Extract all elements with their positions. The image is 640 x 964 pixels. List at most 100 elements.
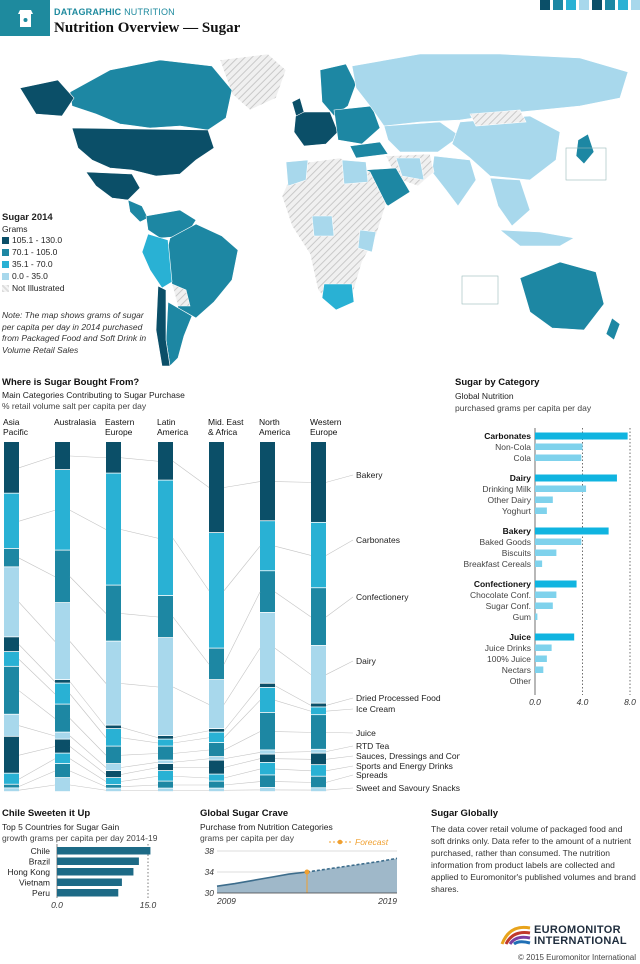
map-canada [69,59,233,131]
x-tick-label: 15.0 [140,900,157,910]
country-bar [57,847,151,855]
connector-line [120,761,159,768]
stack-segment [4,714,19,736]
stack-segment [311,588,326,646]
x-tick-label: 2019 [377,896,397,906]
connector-line [120,784,159,788]
category-row-label: Baked Goods [479,537,531,547]
connector-line [274,731,312,733]
stack-segment [106,764,121,771]
category-row-label: Chocolate Conf. [470,590,531,600]
category-row-label: Drinking Milk [482,484,531,494]
category-row-label: Yoghurt [502,506,532,516]
stack-segment [209,442,224,533]
region-label: Mid. East [208,417,244,427]
stack-segment [106,725,121,729]
legend-label: 70.1 - 105.0 [12,247,58,257]
map-egypt [341,159,369,185]
connector-line [325,539,354,556]
connector-line [223,481,261,488]
stack-segment [106,442,121,473]
stack-segment [209,788,224,792]
connector-line [223,700,261,738]
connector-line [120,737,159,744]
stack-segment [158,788,173,792]
legend-row: 35.1 - 70.0 [2,258,142,270]
map-australia [519,261,605,331]
connector-line [223,591,261,665]
stack-segment [209,648,224,680]
category-row-label: Non-Cola [495,442,531,452]
country-bar [57,868,134,876]
category-bar [535,474,617,482]
stack-segment [311,707,326,715]
stack-segment [4,567,19,637]
stack-segment [55,680,70,683]
where-unit: % retail volume salt per capita per day [2,401,147,411]
stack-segment [55,683,70,704]
stack-segment [260,442,275,521]
stack-segment [311,765,326,776]
stack-segment [55,470,70,550]
stack-segment [158,442,173,480]
map-nigeria [311,215,335,237]
crave-area-chart: 30 34 38 Forecast 2009 2019 [205,837,398,906]
category-row-label: Nectars [502,665,531,675]
logo-line2: INTERNATIONAL [534,935,627,947]
connector-line [18,770,56,787]
where-subtitle: Main Categories Contributing to Sugar Pu… [2,390,185,400]
stack-segment [311,442,326,522]
legend-swatch [2,236,9,244]
map-brazil [163,223,239,319]
stack-segment [158,764,173,771]
map-central-asia [383,121,461,153]
connector-line [172,461,210,488]
brand-label: DATAGRAPHIC NUTRITION [54,7,175,17]
connector-line [325,474,354,483]
connector-line [172,775,210,779]
connector-line [69,455,107,459]
connector-line [69,735,107,768]
connector-line [325,596,354,618]
map-mongolia [469,109,527,127]
region-label: Pacific [3,427,29,437]
legend-row: 105.1 - 130.0 [2,234,142,246]
stack-segment [4,784,19,788]
region-label: Australasia [54,417,96,427]
stack-segment [158,736,173,739]
country-label: Vietnam [19,878,50,888]
x-tick-label: 2009 [216,896,236,906]
connector-line [274,751,312,753]
map-russia [351,53,629,127]
category-row-label: Carbonates [484,431,531,441]
stack-segment [4,773,19,784]
connector-line [274,648,312,675]
category-label: RTD Tea [356,741,390,751]
map-china [451,115,561,181]
country-label: Hong Kong [7,867,50,877]
forecast-legend-dot [337,839,343,845]
map-inset-box [565,147,607,181]
category-unit: purchased grams per capita per day [455,403,592,413]
connector-line [223,752,261,760]
connector-line [69,693,107,738]
stack-segment [311,753,326,765]
stack-segment [55,603,70,680]
category-label: Ice Cream [356,704,395,714]
connector-line [172,737,210,744]
category-bar [535,633,575,641]
stack-segment [311,749,326,753]
connector-line [120,457,159,462]
stack-segment [311,788,326,792]
connector-line [325,708,354,712]
connector-line [172,616,210,665]
map-japan [575,133,595,165]
connector-line [69,681,107,728]
stack-segment [311,776,326,788]
connector-line [325,765,354,772]
map-peru-bolivia [141,233,173,289]
square-icon [566,0,576,10]
map-turkey [349,141,389,159]
connector-line [18,690,56,719]
